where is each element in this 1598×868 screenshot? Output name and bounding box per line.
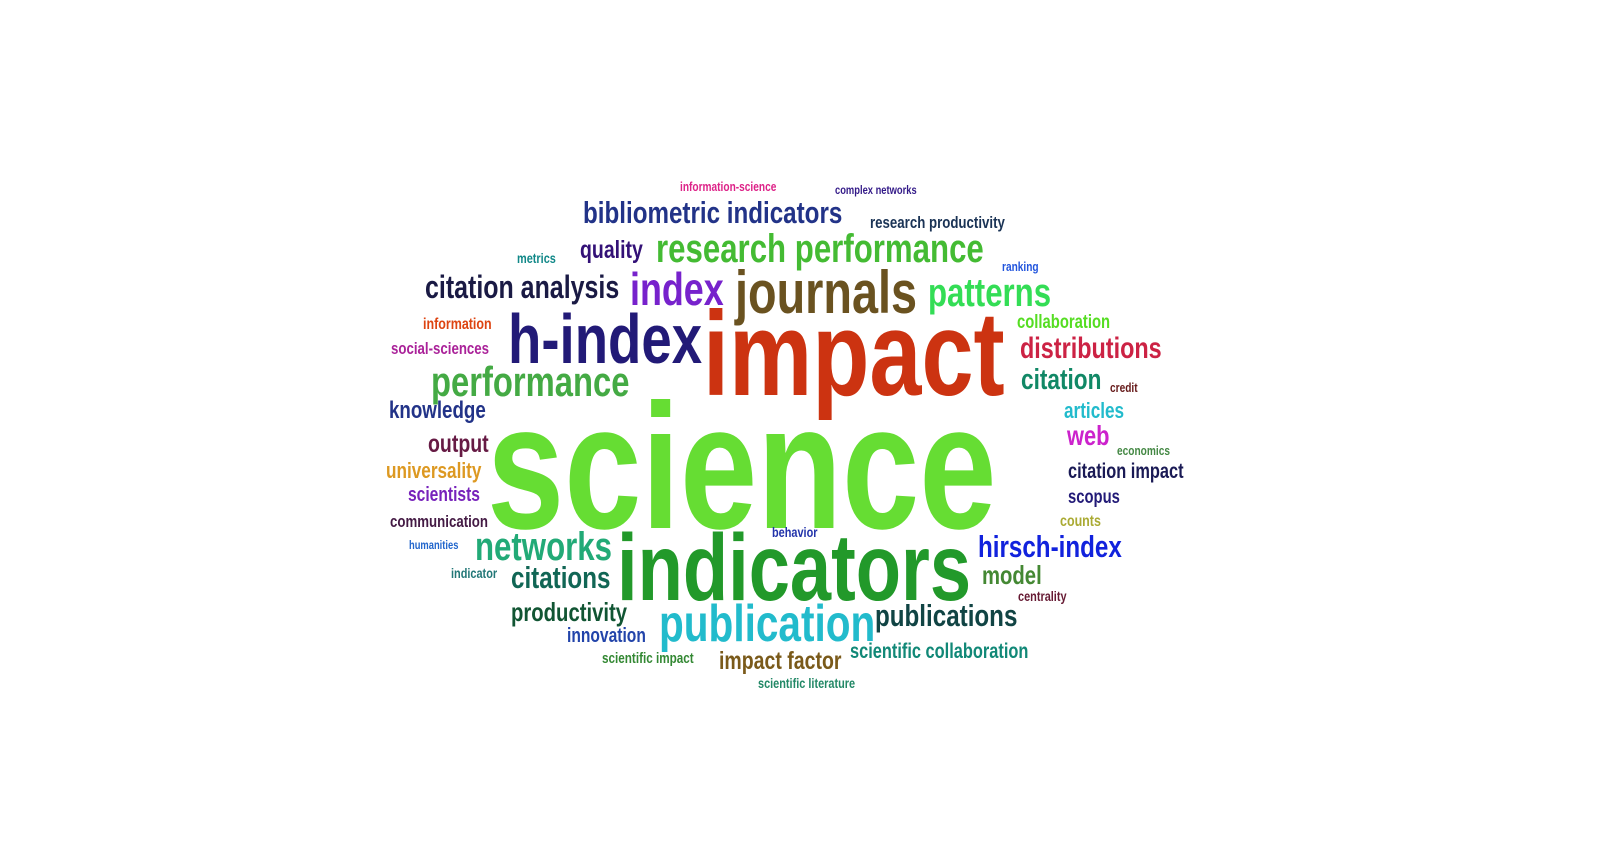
word-publication: publication: [659, 595, 876, 653]
word-research-performance: research performance: [656, 227, 984, 271]
word-networks: networks: [475, 525, 612, 569]
word-social-sciences: social-sciences: [391, 339, 490, 358]
word-citation-impact: citation impact: [1068, 460, 1184, 483]
word-communication: communication: [390, 512, 488, 531]
word-behavior: behavior: [772, 524, 818, 540]
word-output: output: [428, 430, 489, 458]
word-citations: citations: [511, 560, 611, 595]
word-productivity: productivity: [511, 597, 628, 627]
word-complex-networks: complex networks: [835, 183, 917, 197]
word-hirsch-index: hirsch-index: [978, 529, 1122, 564]
word-citation-analysis: citation analysis: [425, 269, 620, 305]
word-research-productivity: research productivity: [870, 213, 1005, 232]
word-scientific-impact: scientific impact: [602, 650, 694, 667]
word-patterns: patterns: [928, 271, 1052, 315]
word-collaboration: collaboration: [1017, 312, 1111, 333]
word-indicator: indicator: [451, 565, 498, 581]
word-knowledge: knowledge: [389, 397, 486, 424]
word-publications: publications: [875, 598, 1018, 633]
word-impact-factor: impact factor: [719, 647, 842, 675]
word-innovation: innovation: [567, 625, 646, 647]
word-journals: journals: [735, 259, 918, 326]
word-scientists: scientists: [408, 484, 480, 506]
word-credit: credit: [1110, 380, 1138, 395]
word-information-science: information-science: [680, 179, 777, 194]
word-humanities: humanities: [409, 538, 459, 552]
word-ranking: ranking: [1002, 259, 1039, 274]
word-metrics: metrics: [517, 250, 556, 266]
word-information: information: [423, 316, 492, 333]
word-centrality: centrality: [1018, 588, 1067, 604]
word-model: model: [982, 560, 1042, 590]
word-science: science: [487, 367, 997, 566]
word-h-index: h-index: [508, 300, 703, 378]
word-universality: universality: [386, 458, 482, 483]
word-scientific-collaboration: scientific collaboration: [850, 640, 1029, 663]
word-articles: articles: [1064, 398, 1125, 423]
word-indicators: indicators: [617, 515, 972, 621]
word-scopus: scopus: [1068, 487, 1120, 508]
word-citation: citation: [1021, 364, 1102, 396]
word-bibliometric-indicators: bibliometric indicators: [583, 195, 843, 230]
word-quality: quality: [580, 236, 643, 264]
word-performance: performance: [431, 358, 630, 405]
word-impact: impact: [703, 287, 1005, 421]
word-scientific-literature: scientific literature: [758, 675, 856, 691]
word-web: web: [1067, 420, 1110, 451]
word-index: index: [630, 263, 724, 315]
word-counts: counts: [1060, 513, 1101, 530]
word-distributions: distributions: [1020, 332, 1162, 365]
word-economics: economics: [1117, 443, 1170, 458]
